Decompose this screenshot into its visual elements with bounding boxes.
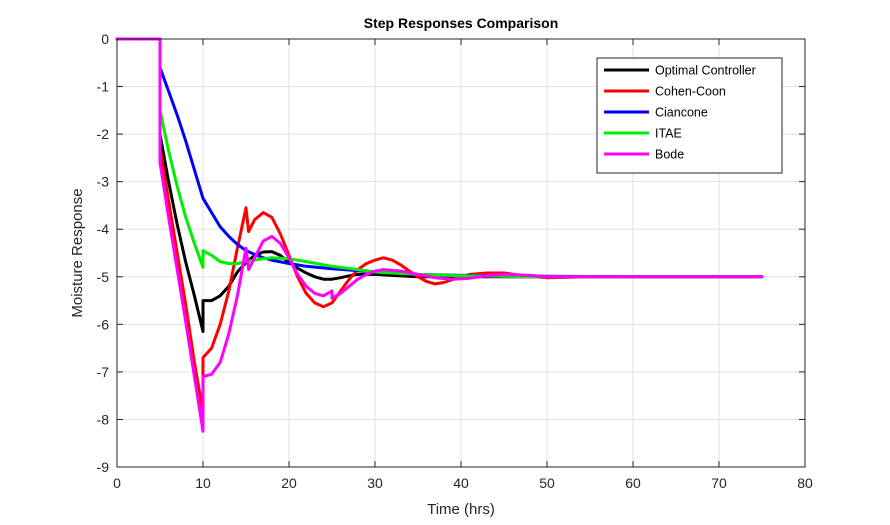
y-tick-label: -3: [97, 174, 110, 190]
x-tick-label: 0: [113, 475, 121, 491]
legend-label: Cohen-Coon: [655, 85, 726, 99]
legend-label: Bode: [655, 148, 684, 162]
grid: [116, 38, 806, 468]
y-tick-label: -6: [97, 316, 110, 332]
legend: Optimal Controller Cohen-Coon Ciancone ITAE…: [596, 57, 783, 174]
chart-title: Step Responses Comparison: [364, 15, 559, 31]
y-tick-label: -9: [97, 459, 110, 475]
series-line-itae: [115, 37, 764, 279]
x-tick-label: 50: [539, 475, 555, 491]
x-tick-label: 70: [711, 475, 727, 491]
y-tick-label: -7: [97, 364, 110, 380]
legend-label: ITAE: [655, 127, 682, 141]
y-tick-label: -4: [97, 221, 110, 237]
legend-label: Optimal Controller: [655, 64, 756, 78]
y-tick-label: 0: [101, 31, 109, 47]
x-tick-label: 80: [797, 475, 813, 491]
plot-series: [115, 37, 764, 433]
x-tick-label: 30: [367, 475, 383, 491]
y-tick-label: -5: [97, 269, 110, 285]
x-tick-label: 40: [453, 475, 469, 491]
y-tick-label: -8: [97, 411, 110, 427]
axis-ticks: 0 10 20 30 40 50 60 70 80 0 -1 -2 -3 -4 -5 -6 -7 -8 -9: [97, 31, 813, 491]
series-line-bode: [115, 37, 764, 433]
x-tick-label: 10: [195, 475, 211, 491]
y-axis-label: Moisture Response: [69, 188, 86, 317]
x-axis-label: Time (hrs): [427, 501, 495, 518]
series-line-optimal-controller: [115, 37, 764, 333]
y-tick-label: -2: [97, 126, 110, 142]
x-tick-label: 20: [281, 475, 297, 491]
legend-label: Ciancone: [655, 106, 708, 120]
x-tick-label: 60: [625, 475, 641, 491]
y-tick-label: -1: [97, 79, 110, 95]
